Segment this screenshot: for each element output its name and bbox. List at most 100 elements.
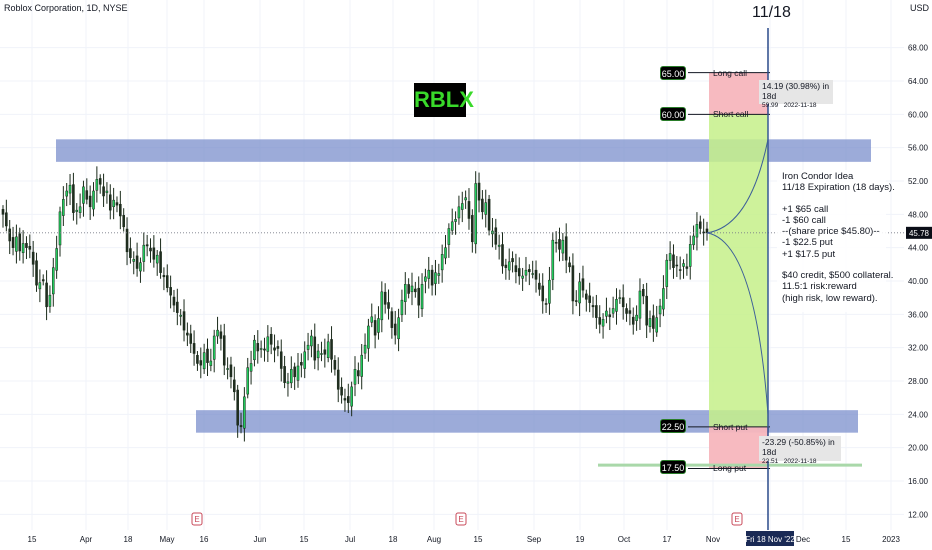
candle-body xyxy=(269,333,273,345)
iron-condor-note: Iron Condor Idea 11/18 Expiration (18 da… xyxy=(777,170,895,312)
candle-body xyxy=(122,215,125,228)
candle-body xyxy=(390,311,394,328)
earnings-marker-label: E xyxy=(734,515,739,524)
candle-body xyxy=(460,203,464,210)
candle-body xyxy=(685,266,689,269)
candle-body xyxy=(145,244,149,247)
candle-body xyxy=(333,360,337,370)
candle-body xyxy=(11,237,15,248)
candle-body xyxy=(343,398,347,401)
candle-body xyxy=(15,236,18,252)
candle-body xyxy=(279,351,283,369)
candle-body xyxy=(668,253,672,261)
candle-body xyxy=(259,348,263,350)
candle-body xyxy=(414,288,417,293)
x-tick-label: 15 xyxy=(28,535,37,544)
candle-body xyxy=(631,316,635,325)
candle-body xyxy=(564,236,568,261)
candle-body xyxy=(219,331,223,339)
candle-body xyxy=(377,318,380,333)
candle-body xyxy=(497,244,501,247)
candle-body xyxy=(407,284,410,294)
candle-body xyxy=(568,262,571,268)
candle-body xyxy=(581,278,585,291)
expiry-title: 11/18 xyxy=(752,4,791,21)
y-tick-label: 52.00 xyxy=(908,177,929,186)
candle-body xyxy=(276,346,280,349)
candle-body xyxy=(417,287,420,306)
candle-body xyxy=(78,206,82,213)
candle-body xyxy=(403,284,407,302)
y-tick-label: 56.00 xyxy=(908,144,929,153)
candle-body xyxy=(290,369,293,384)
candle-body xyxy=(31,251,35,265)
earnings-marker-label: E xyxy=(194,515,199,524)
candle-body xyxy=(400,299,404,316)
candle-body xyxy=(467,201,471,219)
candle-body xyxy=(293,366,296,378)
note-line: +1 $17.5 put xyxy=(782,248,836,260)
candle-body xyxy=(524,269,528,276)
earnings-marker xyxy=(731,512,743,526)
candle-body xyxy=(692,235,695,246)
measure-up-price: 59.99 xyxy=(762,102,779,109)
candle-body xyxy=(129,248,132,258)
candle-body xyxy=(202,352,206,370)
candle-body xyxy=(340,386,343,396)
candle-body xyxy=(222,335,226,366)
candle-body xyxy=(501,244,504,267)
candle-body xyxy=(360,354,363,377)
candle-body xyxy=(699,221,702,229)
note-line: --(share price $45.80)-- xyxy=(782,226,880,238)
candle-body xyxy=(233,379,236,393)
x-tick-label: Fri 18 Nov '22 xyxy=(745,535,795,544)
zones xyxy=(56,72,871,469)
candle-body xyxy=(62,199,65,216)
candle-body xyxy=(243,396,246,429)
candle-body xyxy=(678,269,682,271)
candle-body xyxy=(571,265,575,302)
candle-body xyxy=(186,332,189,336)
candle-body xyxy=(152,247,156,260)
x-tick-label: Jun xyxy=(254,535,267,544)
candle-body xyxy=(139,262,142,272)
candle-body xyxy=(209,360,213,366)
candle-body xyxy=(51,267,55,295)
candle-body xyxy=(454,219,457,222)
x-tick-label: 15 xyxy=(842,535,851,544)
strike-tag-short-call: 60.00 xyxy=(660,107,686,121)
candle-body xyxy=(521,275,524,279)
candle-body xyxy=(226,368,229,370)
candle-body xyxy=(487,198,491,231)
strike-tag-long-put: 17.50 xyxy=(660,460,686,474)
candle-body xyxy=(326,341,330,359)
candle-body xyxy=(229,364,233,378)
candle-body xyxy=(8,228,11,242)
candle-body xyxy=(286,381,290,384)
candle-body xyxy=(135,255,139,269)
candle-body xyxy=(115,202,119,206)
candle-body xyxy=(283,366,286,383)
candle-body xyxy=(434,272,437,284)
candle-body xyxy=(477,182,481,201)
x-tick-label: 19 xyxy=(576,535,585,544)
candle-body xyxy=(675,264,679,267)
candle-body xyxy=(256,343,260,352)
x-tick-label: Oct xyxy=(618,535,631,544)
candle-body xyxy=(635,314,638,321)
candle-body xyxy=(387,302,390,309)
candle-body xyxy=(21,243,25,254)
candle-body xyxy=(65,190,68,197)
candle-body xyxy=(363,344,367,354)
candle-body xyxy=(410,285,414,293)
x-tick-label: 15 xyxy=(474,535,483,544)
overlays xyxy=(0,28,904,530)
candle-body xyxy=(578,281,581,304)
measure-down-sub: 22.51 2022-11-18 xyxy=(762,458,838,465)
cone-upper xyxy=(706,139,769,234)
candle-body xyxy=(336,369,340,390)
note-line: 11/18 Expiration (18 days). xyxy=(782,182,895,194)
candle-body xyxy=(504,264,508,268)
candle-body xyxy=(652,315,655,329)
strike-label-long-put: Long put xyxy=(713,463,747,473)
